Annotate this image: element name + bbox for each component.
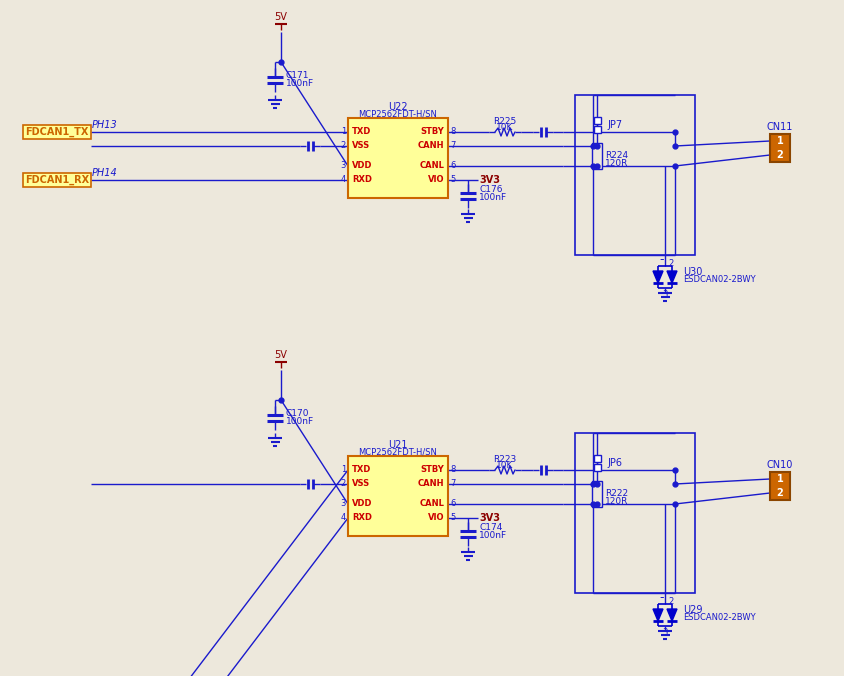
Bar — [348, 118, 448, 198]
Text: 120R: 120R — [605, 160, 629, 168]
Text: 7: 7 — [450, 141, 456, 151]
Bar — [592, 143, 602, 169]
Text: VDD: VDD — [352, 500, 372, 508]
Text: 3: 3 — [341, 500, 346, 508]
Text: C170: C170 — [286, 410, 310, 418]
Text: -: - — [660, 254, 664, 266]
Text: 1: 1 — [341, 128, 346, 137]
Text: 3V3: 3V3 — [479, 175, 500, 185]
Text: 100nF: 100nF — [286, 418, 314, 427]
Text: PH13: PH13 — [92, 120, 118, 130]
Bar — [770, 472, 790, 500]
Text: JP7: JP7 — [607, 120, 622, 130]
Text: 3V3: 3V3 — [479, 513, 500, 523]
Text: 2: 2 — [341, 479, 346, 489]
Text: 10K: 10K — [496, 124, 514, 132]
Text: TXD: TXD — [352, 128, 371, 137]
Text: VIO: VIO — [428, 514, 444, 523]
Text: FDCAN1_TX: FDCAN1_TX — [25, 127, 89, 137]
Text: 5: 5 — [450, 514, 455, 523]
Text: 10K: 10K — [496, 462, 514, 470]
Text: VSS: VSS — [352, 141, 371, 151]
Text: 3: 3 — [341, 162, 346, 170]
Bar — [593, 455, 600, 462]
Text: 6: 6 — [450, 500, 456, 508]
Text: MCP2562FDT-H/SN: MCP2562FDT-H/SN — [359, 448, 437, 456]
Text: MCP2562FDT-H/SN: MCP2562FDT-H/SN — [359, 110, 437, 118]
Text: 2: 2 — [776, 150, 783, 160]
Text: PH14: PH14 — [92, 168, 118, 178]
Bar — [593, 126, 600, 133]
Text: FDCAN1_RX: FDCAN1_RX — [25, 175, 89, 185]
Text: STBY: STBY — [420, 466, 444, 475]
Text: VIO: VIO — [428, 176, 444, 185]
Text: ESDCAN02-2BWY: ESDCAN02-2BWY — [683, 614, 755, 623]
Text: 4: 4 — [341, 514, 346, 523]
Text: R225: R225 — [494, 116, 517, 126]
Text: CANL: CANL — [419, 162, 444, 170]
Text: 8: 8 — [450, 466, 456, 475]
Bar — [593, 117, 600, 124]
Text: 7: 7 — [450, 479, 456, 489]
Text: C174: C174 — [479, 523, 502, 533]
Text: CN10: CN10 — [767, 460, 793, 470]
Text: 1: 1 — [776, 474, 783, 484]
Bar — [348, 456, 448, 536]
Text: 2: 2 — [668, 598, 674, 606]
Text: 5: 5 — [450, 176, 455, 185]
Text: R224: R224 — [605, 151, 628, 160]
Bar — [575, 433, 695, 593]
Text: C176: C176 — [479, 185, 502, 195]
Text: 2: 2 — [668, 260, 674, 268]
Bar — [593, 464, 600, 471]
Text: U21: U21 — [388, 440, 408, 450]
Text: CANH: CANH — [418, 141, 444, 151]
Text: CN11: CN11 — [767, 122, 793, 132]
Text: RXD: RXD — [352, 514, 372, 523]
Text: STBY: STBY — [420, 128, 444, 137]
Polygon shape — [667, 271, 677, 283]
Text: -: - — [660, 592, 664, 604]
Bar — [23, 125, 91, 139]
Text: CANL: CANL — [419, 500, 444, 508]
Bar — [770, 134, 790, 162]
Text: R222: R222 — [605, 489, 628, 498]
Text: VDD: VDD — [352, 162, 372, 170]
Polygon shape — [653, 609, 663, 621]
Text: C171: C171 — [286, 72, 310, 80]
Polygon shape — [653, 271, 663, 283]
Text: CANH: CANH — [418, 479, 444, 489]
Text: 5V: 5V — [274, 350, 288, 360]
Text: 100nF: 100nF — [479, 193, 507, 203]
Text: ESDCAN02-2BWY: ESDCAN02-2BWY — [683, 276, 755, 285]
Text: 3: 3 — [663, 290, 668, 299]
Text: R223: R223 — [494, 454, 517, 464]
Text: 2: 2 — [341, 141, 346, 151]
Polygon shape — [667, 609, 677, 621]
Bar — [575, 95, 695, 255]
Text: 6: 6 — [450, 162, 456, 170]
Text: JP6: JP6 — [607, 458, 622, 468]
Text: 3: 3 — [663, 628, 668, 637]
Text: RXD: RXD — [352, 176, 372, 185]
Text: TXD: TXD — [352, 466, 371, 475]
Text: U29: U29 — [683, 605, 702, 615]
Bar — [23, 173, 91, 187]
Text: 1: 1 — [341, 466, 346, 475]
Text: 8: 8 — [450, 128, 456, 137]
Text: 100nF: 100nF — [479, 531, 507, 541]
Text: 1: 1 — [776, 136, 783, 146]
Text: 120R: 120R — [605, 498, 629, 506]
Bar — [592, 481, 602, 507]
Text: 100nF: 100nF — [286, 80, 314, 89]
Text: 2: 2 — [776, 488, 783, 498]
Text: U22: U22 — [388, 102, 408, 112]
Text: U30: U30 — [683, 267, 702, 277]
Text: VSS: VSS — [352, 479, 371, 489]
Text: 4: 4 — [341, 176, 346, 185]
Text: 5V: 5V — [274, 12, 288, 22]
